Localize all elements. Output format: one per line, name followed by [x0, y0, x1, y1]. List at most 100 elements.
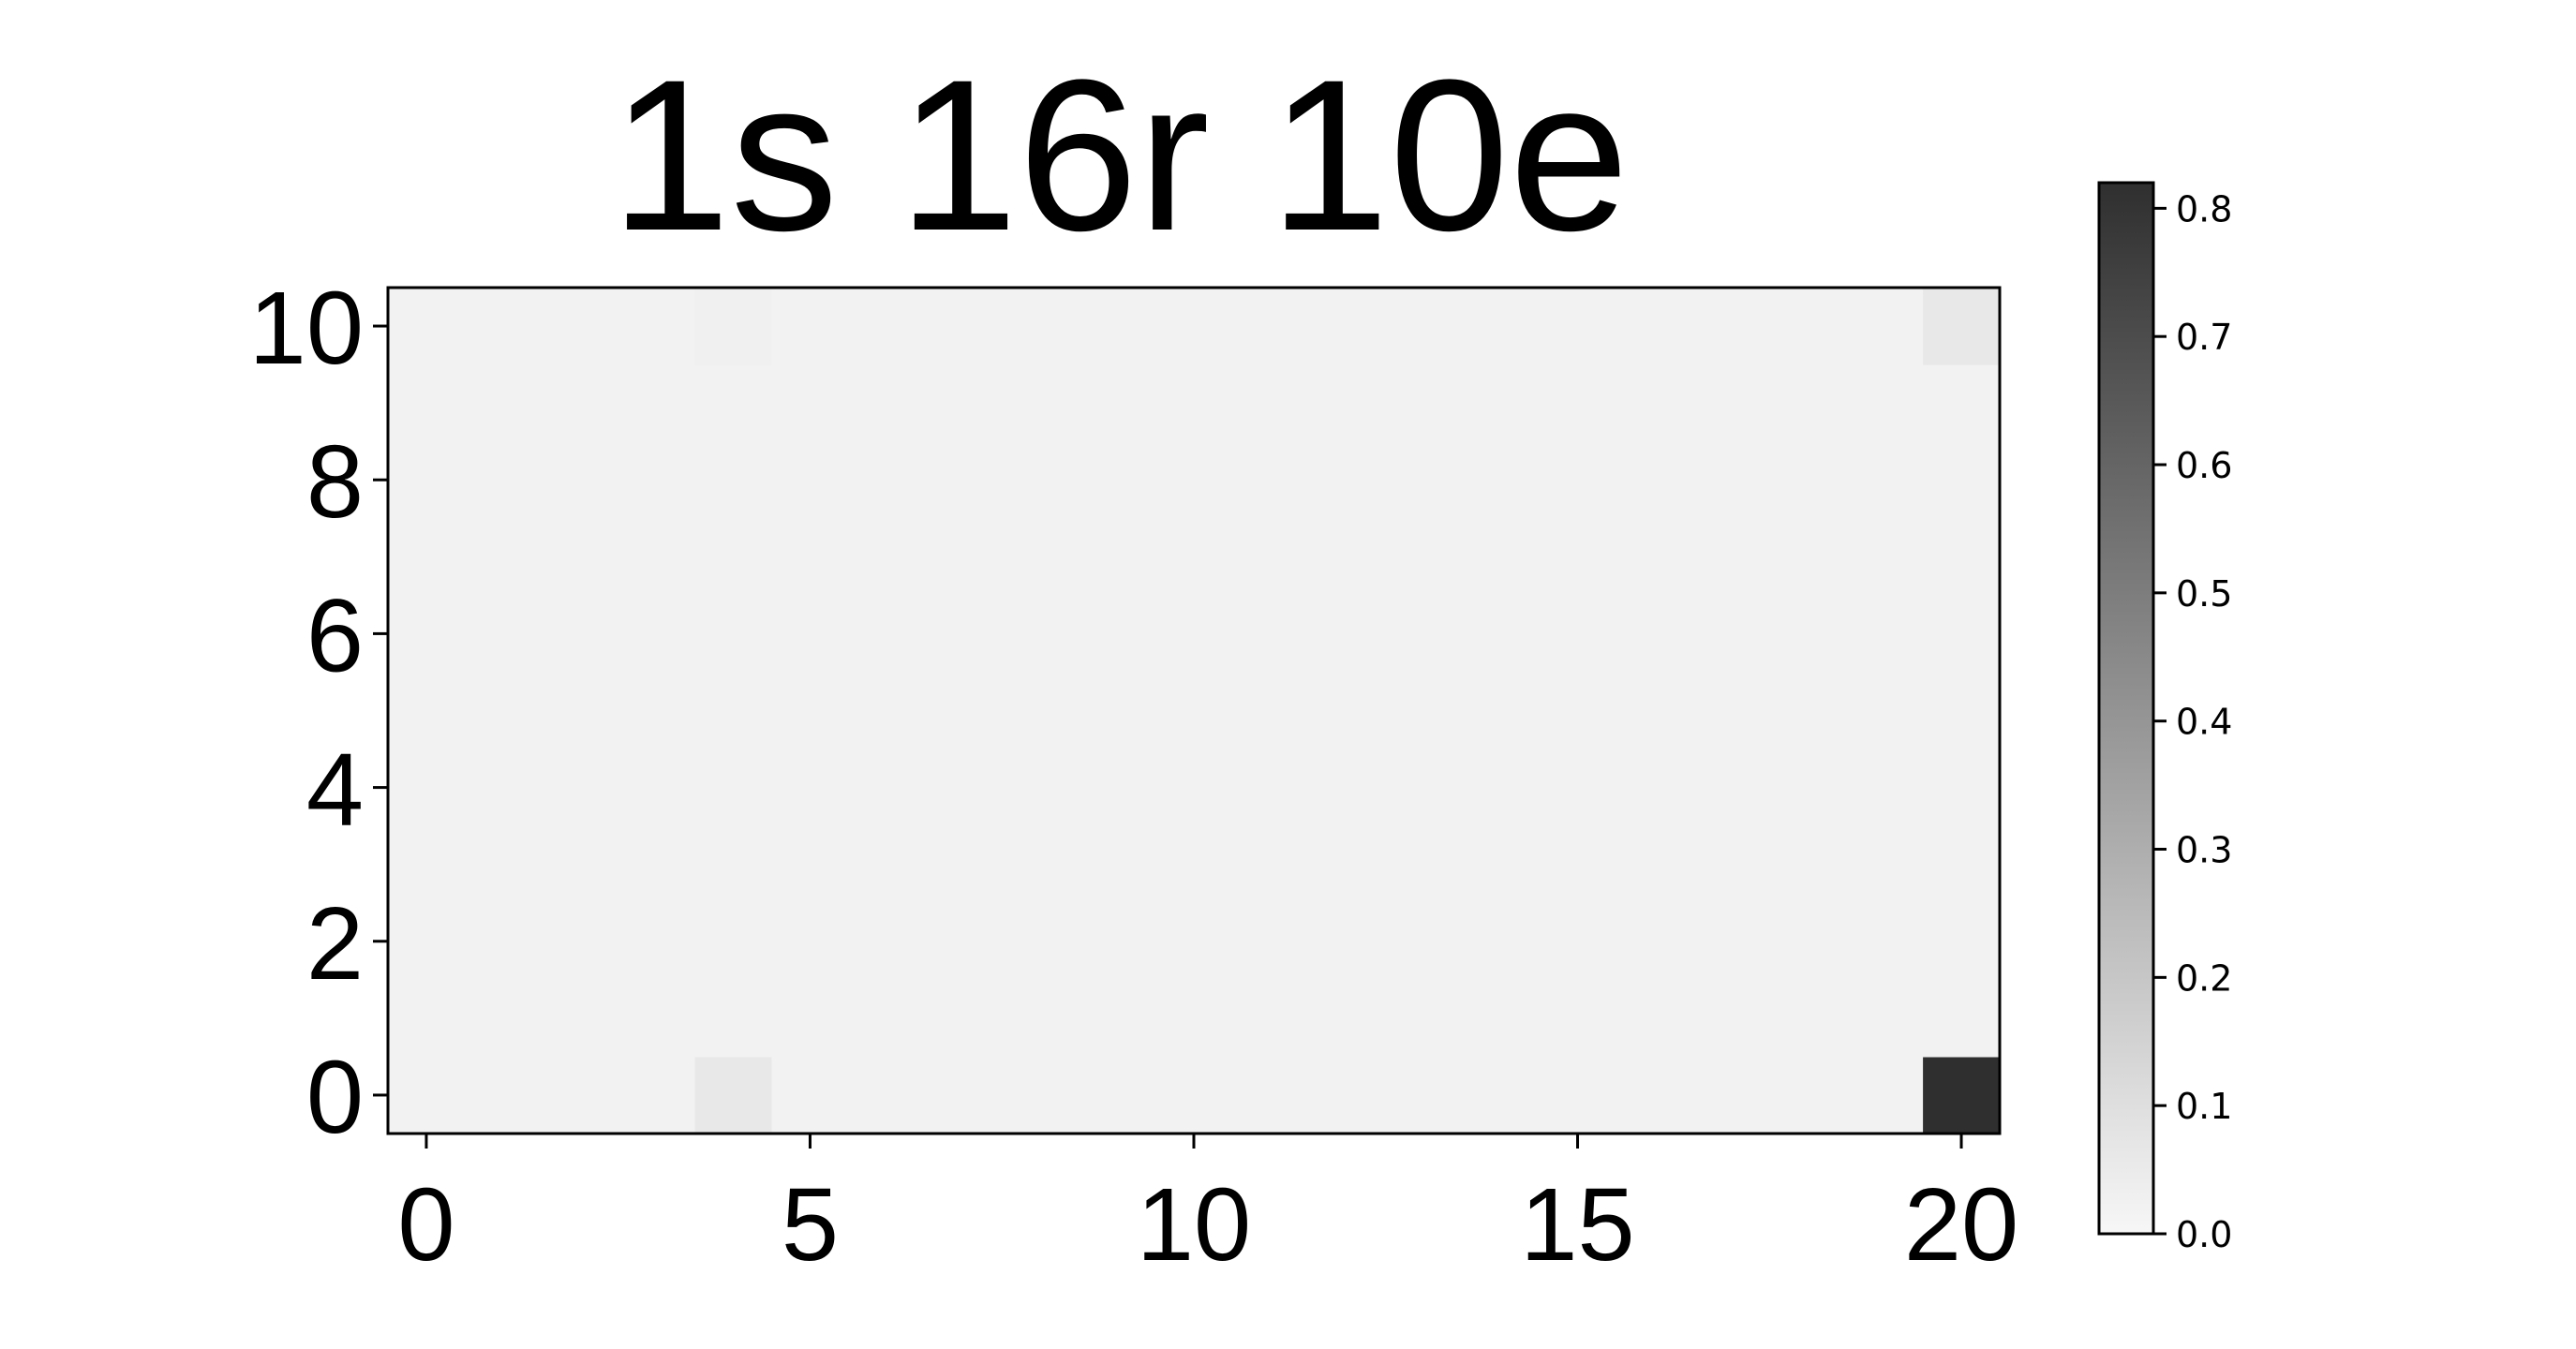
heatmap-cell: [464, 441, 543, 519]
heatmap-cell: [388, 749, 466, 827]
heatmap-cell: [1385, 902, 1464, 981]
colorbar-tick-label: 0.3: [2176, 830, 2232, 871]
heatmap-cell: [1923, 441, 2001, 519]
heatmap-cell: [618, 825, 696, 904]
heatmap-cell: [1155, 979, 1233, 1058]
heatmap-cell: [1769, 979, 1847, 1058]
heatmap-cell: [1385, 364, 1464, 442]
heatmap-cell: [1231, 825, 1310, 904]
heatmap-cell: [618, 749, 696, 827]
heatmap-cell: [1923, 1056, 2001, 1134]
colorbar-tick-label: 0.0: [2176, 1214, 2232, 1255]
heatmap-cell: [1079, 825, 1156, 904]
y-tick-label: 2: [306, 886, 364, 1001]
heatmap-cell: [388, 672, 466, 750]
heatmap-cell: [1923, 518, 2001, 596]
heatmap-cell: [1231, 749, 1310, 827]
heatmap-cell: [1385, 441, 1464, 519]
heatmap-cell: [388, 364, 466, 442]
heatmap-cell: [464, 672, 543, 750]
heatmap-cell: [618, 979, 696, 1058]
y-axis: 0 2 4 6 8 10: [249, 271, 388, 1155]
heatmap-cell: [1539, 1056, 1617, 1134]
heatmap-cell: [1002, 979, 1080, 1058]
heatmap-cell: [1923, 288, 2001, 365]
heatmap-cell: [1692, 902, 1770, 981]
heatmap-cell: [541, 902, 619, 981]
heatmap-cell: [1846, 518, 1924, 596]
heatmap-cell: [1002, 672, 1080, 750]
heatmap-cell: [618, 1056, 696, 1134]
heatmap-cell: [771, 364, 850, 442]
heatmap-cell: [848, 902, 926, 981]
heatmap-cell: [1079, 1056, 1156, 1134]
x-axis: 0 5 10 15 20: [397, 1134, 2018, 1282]
heatmap-cell: [1616, 364, 1693, 442]
heatmap-cell: [541, 749, 619, 827]
heatmap-cell: [1769, 1056, 1847, 1134]
heatmap-cell: [848, 979, 926, 1058]
heatmap-cell: [1308, 825, 1387, 904]
heatmap-cell: [848, 672, 926, 750]
heatmap-cell: [1308, 749, 1387, 827]
colorbar-tick-label: 0.2: [2176, 957, 2232, 999]
heatmap-cell: [771, 672, 850, 750]
heatmap-cell: [1231, 441, 1310, 519]
heatmap-cell: [694, 288, 773, 365]
heatmap-cell: [1616, 902, 1693, 981]
heatmap-cell: [1692, 364, 1770, 442]
heatmap-cell: [1002, 441, 1080, 519]
heatmap-cell: [848, 595, 926, 674]
heatmap-cell: [1769, 518, 1847, 596]
heatmap-cell: [388, 441, 466, 519]
heatmap-cell: [925, 672, 1003, 750]
heatmap-cell: [1692, 1056, 1770, 1134]
heatmap-cell: [1846, 749, 1924, 827]
heatmap-cell: [1462, 979, 1541, 1058]
heatmap-cell: [1616, 825, 1693, 904]
colorbar-tick-label: 0.1: [2176, 1086, 2232, 1127]
heatmap-cell: [1462, 364, 1541, 442]
heatmap-cell: [1769, 288, 1847, 365]
x-tick-label: 20: [1904, 1167, 2018, 1282]
heatmap-cell: [1769, 441, 1847, 519]
heatmap-cell: [618, 441, 696, 519]
heatmap-cell: [925, 825, 1003, 904]
heatmap-cell: [1308, 364, 1387, 442]
heatmap-cell: [1692, 825, 1770, 904]
heatmap-cell: [1616, 595, 1693, 674]
heatmap-cell: [1692, 672, 1770, 750]
heatmap-cell: [694, 1056, 773, 1134]
heatmap-cell: [694, 364, 773, 442]
heatmap-cell: [1692, 595, 1770, 674]
heatmap-cell: [1155, 288, 1233, 365]
heatmap-cell: [618, 518, 696, 596]
heatmap-cell: [925, 1056, 1003, 1134]
heatmap-cell: [1692, 749, 1770, 827]
heatmap-cell: [1155, 364, 1233, 442]
y-tick-label: 4: [306, 733, 364, 848]
heatmap-cell: [1385, 595, 1464, 674]
heatmap-cell: [1846, 979, 1924, 1058]
heatmap-cell: [541, 441, 619, 519]
heatmap-cell: [848, 518, 926, 596]
heatmap-cell: [694, 518, 773, 596]
heatmap-cell: [1616, 441, 1693, 519]
heatmap-cell: [1079, 518, 1156, 596]
heatmap-cell: [541, 518, 619, 596]
heatmap-cell: [1539, 749, 1617, 827]
heatmap-cell: [464, 979, 543, 1058]
heatmap-cell: [1308, 1056, 1387, 1134]
heatmap-cell: [1769, 364, 1847, 442]
heatmap-cell: [1539, 364, 1617, 442]
heatmap-cell: [771, 595, 850, 674]
heatmap-cell: [1462, 441, 1541, 519]
heatmap-cell: [541, 364, 619, 442]
heatmap-cell: [1923, 979, 2001, 1058]
heatmap-cell: [771, 518, 850, 596]
heatmap-cell: [1539, 902, 1617, 981]
heatmap-cell: [1539, 441, 1617, 519]
heatmap-cell: [1846, 441, 1924, 519]
heatmap-cell: [848, 288, 926, 365]
